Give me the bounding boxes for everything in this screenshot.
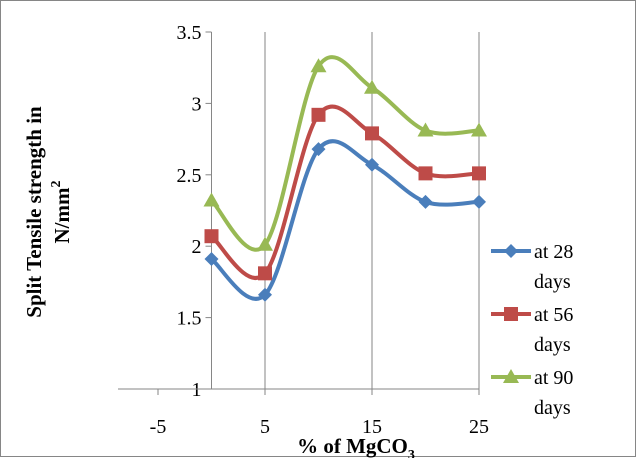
legend-label-3: at 90 — [534, 367, 573, 389]
y-tick-label: 2 — [192, 236, 202, 258]
legend-label-3: days — [534, 397, 571, 419]
legend-label-1: at 28 — [534, 241, 573, 263]
x-tick-label: 15 — [362, 416, 382, 438]
data-point-series-3 — [417, 122, 434, 137]
data-point-series-2 — [204, 229, 219, 244]
legend-marker-2 — [504, 307, 518, 321]
y-tick-label: 3.5 — [177, 22, 202, 44]
data-point-series-1 — [418, 194, 433, 209]
y-tick-label: 2.5 — [177, 165, 202, 187]
y-tick-label: 1 — [192, 379, 202, 401]
data-point-series-3 — [257, 236, 273, 251]
legend-marker-1 — [504, 244, 518, 258]
x-tick-label: 25 — [469, 416, 489, 438]
y-tick-label: 3 — [192, 93, 202, 115]
data-point-series-1 — [258, 287, 272, 302]
data-point-series-1 — [472, 194, 486, 209]
data-point-series-3 — [364, 79, 380, 94]
data-point-series-2 — [418, 166, 433, 181]
y-axis-title: Split Tensile strength in N/mm2 — [22, 106, 74, 318]
data-point-series-3 — [471, 122, 487, 137]
legend-marker-3 — [503, 369, 519, 383]
y-axis-title-line2: N/mm2 — [49, 181, 74, 244]
x-axis-title: % of MgCO3 — [297, 434, 415, 458]
data-point-series-3 — [203, 192, 220, 207]
data-point-series-1 — [365, 157, 379, 172]
data-point-series-2 — [311, 107, 326, 122]
data-point-series-2 — [258, 266, 272, 281]
legend-label-2: days — [534, 334, 571, 356]
data-point-series-1 — [204, 252, 219, 267]
x-tick-label: -5 — [150, 416, 167, 438]
y-tick-label: 1.5 — [177, 308, 202, 330]
x-tick-label: 5 — [260, 416, 270, 438]
series-line-3 — [210, 55, 480, 252]
data-point-series-3 — [310, 58, 327, 73]
legend-label-1: days — [534, 271, 571, 293]
data-point-series-2 — [365, 126, 379, 141]
data-point-series-2 — [472, 166, 486, 181]
legend-label-2: at 56 — [534, 304, 573, 326]
y-axis-title-line1: Split Tensile strength in — [22, 106, 46, 318]
data-point-series-1 — [311, 142, 326, 157]
